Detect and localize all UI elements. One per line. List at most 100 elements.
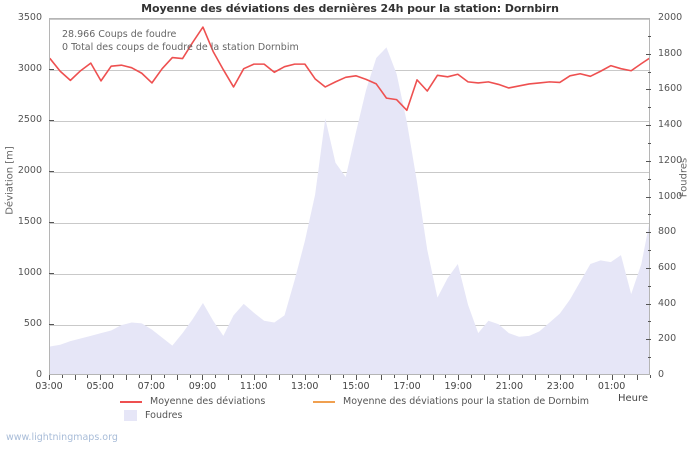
y-axis-right-tick-mark	[646, 125, 651, 126]
x-axis-minor-tick	[522, 375, 523, 378]
legend-swatch-line-icon	[120, 400, 142, 403]
y-axis-left-tick-label: 1000	[17, 267, 42, 278]
x-axis-minor-tick	[369, 375, 370, 378]
y-axis-right-tick-label: 1800	[658, 47, 683, 59]
y-axis-right-tick-label: 600	[658, 261, 677, 273]
x-axis-minor-tick	[190, 375, 191, 378]
x-axis-tick-mark	[177, 375, 178, 380]
x-axis-minor-tick	[650, 375, 651, 378]
legend-label-station-deviation: Moyenne des déviations pour la station d…	[343, 396, 590, 407]
y-axis-right-tick-label: 200	[658, 333, 677, 345]
x-axis-minor-tick	[343, 375, 344, 378]
y-axis-right-minor-tick	[648, 250, 651, 251]
x-axis-minor-tick	[548, 375, 549, 378]
x-axis-tick-mark	[228, 375, 229, 380]
y-axis-left-tick-label: 3000	[17, 63, 42, 74]
y-axis-right-tick-label: 1000	[658, 190, 683, 202]
lightning-area-series	[50, 47, 649, 374]
x-axis-tick-mark	[75, 375, 76, 380]
y-axis-right-tick-mark	[646, 54, 651, 55]
y-axis-left-tick-label: 1500	[17, 216, 42, 227]
x-axis-minor-tick	[241, 375, 242, 378]
legend-swatch-area-icon	[124, 410, 137, 421]
x-axis-tick-mark	[356, 375, 357, 380]
x-axis-tick-label: 09:00	[188, 381, 217, 392]
x-axis-minor-tick	[420, 375, 421, 378]
x-axis-minor-tick	[215, 375, 216, 378]
x-axis-tick-label: 03:00	[35, 381, 63, 392]
y-axis-left-tick-label: 2500	[17, 114, 42, 125]
x-axis-minor-tick	[139, 375, 140, 378]
source-watermark: www.lightningmaps.org	[6, 432, 118, 443]
legend-swatch-line-icon	[313, 400, 335, 403]
y-axis-right-minor-tick	[648, 36, 651, 37]
y-axis-left-tick-label: 500	[23, 318, 42, 329]
x-axis-tick-mark	[151, 375, 152, 380]
y-axis-right-tick-label: 2000	[658, 12, 683, 23]
series-layer	[50, 19, 649, 374]
x-axis-minor-tick	[445, 375, 446, 378]
x-axis-tick-label: 01:00	[597, 381, 626, 392]
y-axis-right-tick-label: 800	[658, 226, 677, 238]
x-axis-tick-mark	[586, 375, 587, 380]
x-axis-tick-mark	[202, 375, 203, 380]
x-axis-minor-tick	[471, 375, 472, 378]
x-axis-minor-tick	[292, 375, 293, 378]
legend-item-deviation[interactable]: Moyenne des déviations	[120, 396, 265, 407]
y-axis-left-tick-mark	[49, 120, 54, 121]
legend: Moyenne des déviations Moyenne des dévia…	[120, 396, 590, 424]
x-axis-tick-label: 13:00	[291, 381, 319, 392]
page-title: Moyenne des déviations des dernières 24h…	[141, 2, 559, 15]
y-axis-left-tick-label: 2000	[17, 165, 42, 176]
y-axis-left-tick-label: 3500	[17, 12, 42, 23]
x-axis-minor-tick	[497, 375, 498, 378]
y-axis-left-tick-mark	[49, 69, 54, 70]
y-axis-right-tick-label: 1200	[658, 154, 683, 166]
x-axis-tick-label: 07:00	[137, 381, 165, 392]
x-axis-tick-mark	[49, 375, 50, 380]
x-axis-minor-tick	[113, 375, 114, 378]
x-axis-minor-tick	[87, 375, 88, 378]
y-axis-right-minor-tick	[648, 286, 651, 287]
x-axis-tick-mark	[126, 375, 127, 380]
x-axis-tick-label: 05:00	[86, 381, 114, 392]
x-axis-minor-tick	[624, 375, 625, 378]
x-axis-tick-mark	[458, 375, 459, 380]
x-axis-minor-tick	[62, 375, 63, 378]
y-axis-left-tick-mark	[49, 273, 54, 274]
x-axis-minor-tick	[266, 375, 267, 378]
plot-area	[49, 18, 650, 375]
x-axis-tick-label: 19:00	[444, 381, 472, 392]
legend-item-lightning[interactable]: Foudres	[120, 410, 182, 421]
y-axis-right-tick-mark	[646, 89, 651, 90]
y-axis-right-tick-mark	[646, 304, 651, 305]
y-axis-right-tick-mark	[646, 197, 651, 198]
y-axis-right-tick-mark	[646, 268, 651, 269]
x-axis-tick-mark	[637, 375, 638, 380]
x-axis-tick-label: 15:00	[342, 381, 370, 392]
x-axis-tick-mark	[381, 375, 382, 380]
y-axis-right-tick-label: 0	[658, 369, 665, 380]
y-axis-right-tick-mark	[646, 232, 651, 233]
legend-row-2: Foudres	[120, 410, 590, 424]
y-axis-right-minor-tick	[648, 72, 651, 73]
x-axis-tick-mark	[612, 375, 613, 380]
legend-item-station-deviation[interactable]: Moyenne des déviations pour la station d…	[313, 396, 589, 407]
x-axis-tick-mark	[535, 375, 536, 380]
x-axis-tick-mark	[100, 375, 101, 380]
grid-line	[50, 70, 649, 71]
x-axis-minor-tick	[599, 375, 600, 378]
y-axis-right-title: Foudres	[678, 157, 690, 198]
legend-label-deviation: Moyenne des déviations	[150, 396, 266, 407]
y-axis-left-title: Déviation [m]	[4, 146, 16, 215]
x-axis-minor-tick	[164, 375, 165, 378]
x-axis-tick-label: 11:00	[239, 381, 268, 392]
y-axis-right-tick-mark	[646, 339, 651, 340]
x-axis-tick-label: 21:00	[495, 381, 524, 392]
legend-label-lightning: Foudres	[145, 410, 183, 421]
legend-row-1: Moyenne des déviations Moyenne des dévia…	[120, 396, 590, 410]
x-axis-tick-mark	[560, 375, 561, 380]
x-axis-tick-mark	[484, 375, 485, 380]
y-axis-left-tick-label: 0	[35, 369, 42, 380]
